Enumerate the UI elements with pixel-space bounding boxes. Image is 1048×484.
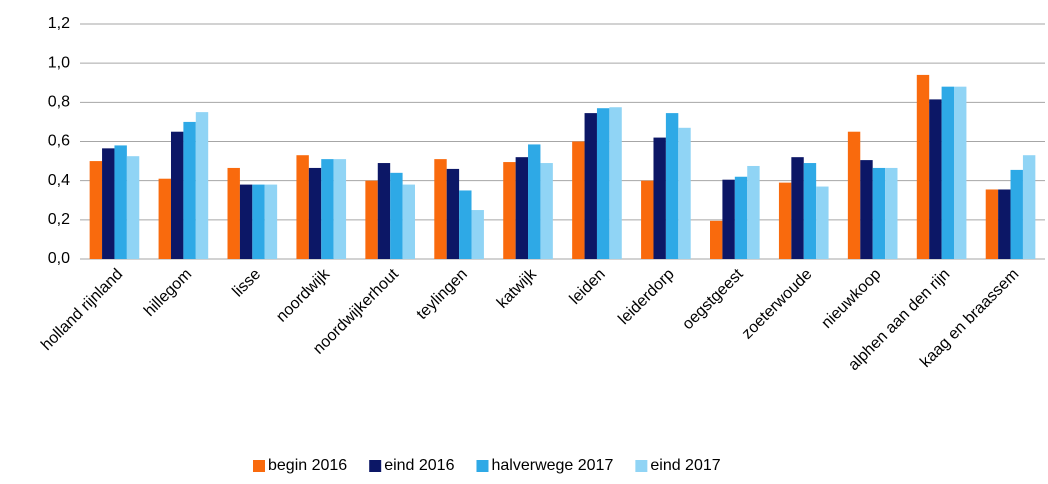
bar xyxy=(734,176,748,259)
bar xyxy=(321,159,334,259)
y-tick-label: 0,2 xyxy=(48,211,70,228)
legend-label: begin 2016 xyxy=(268,457,347,474)
bar xyxy=(665,113,679,260)
bar xyxy=(847,131,861,259)
bar xyxy=(1010,169,1023,259)
bar xyxy=(985,189,999,259)
y-tick-label: 0,0 xyxy=(48,250,70,267)
bar xyxy=(264,184,278,259)
bar xyxy=(572,141,585,259)
bar xyxy=(929,99,942,259)
bar xyxy=(390,172,403,259)
bar xyxy=(916,74,930,260)
x-tick-label: holland rijnland xyxy=(38,266,126,354)
x-tick-label: leiderdorp xyxy=(615,266,677,328)
bar xyxy=(434,159,447,259)
x-tick-label: lisse xyxy=(229,266,264,301)
x-tick-label: nieuwkoop xyxy=(818,266,884,332)
bar xyxy=(195,112,209,259)
bar xyxy=(515,157,529,259)
bar xyxy=(609,107,622,260)
bar xyxy=(402,184,415,259)
x-tick-label: hillegom xyxy=(141,266,195,320)
bar xyxy=(791,157,804,259)
y-tick-label: 0,4 xyxy=(48,172,70,189)
bar xyxy=(1022,155,1036,259)
bar xyxy=(941,86,955,260)
bar xyxy=(503,162,516,259)
bar xyxy=(227,167,240,259)
y-tick-label: 0,6 xyxy=(48,133,70,150)
bar xyxy=(954,86,967,260)
bar xyxy=(722,179,735,259)
legend-label: eind 2017 xyxy=(650,457,720,474)
bar xyxy=(778,182,792,259)
bar xyxy=(252,184,265,259)
legend-swatch xyxy=(635,460,648,472)
y-tick-label: 1,2 xyxy=(48,15,70,32)
bar xyxy=(678,127,691,260)
x-tick-label: katwijk xyxy=(494,265,541,312)
bar xyxy=(816,186,829,259)
bar xyxy=(747,165,760,259)
bar xyxy=(998,189,1011,259)
bar xyxy=(885,167,898,259)
bar xyxy=(333,159,347,259)
bar xyxy=(459,190,472,259)
bar xyxy=(296,155,309,259)
bar xyxy=(596,108,610,259)
bar xyxy=(471,210,484,259)
x-tick-label: oegstgeest xyxy=(679,265,747,333)
y-tick-label: 0,8 xyxy=(48,94,70,111)
bar xyxy=(114,145,127,259)
bar xyxy=(446,168,460,259)
bar xyxy=(641,180,654,259)
legend-swatch xyxy=(253,460,265,472)
bar xyxy=(377,163,391,259)
bar xyxy=(803,163,817,259)
bar xyxy=(653,137,666,259)
bar xyxy=(872,167,886,259)
bar xyxy=(126,156,140,259)
bar xyxy=(365,180,378,259)
bar xyxy=(860,160,873,259)
bar xyxy=(183,121,196,260)
bar xyxy=(102,148,115,259)
bar xyxy=(239,184,253,259)
legend-swatch xyxy=(476,460,489,472)
y-tick-label: 1,0 xyxy=(48,54,70,71)
x-tick-label: leiden xyxy=(567,266,609,308)
legend-swatch xyxy=(369,460,382,472)
bar xyxy=(710,220,723,259)
x-tick-label: noordwijk xyxy=(273,265,334,326)
legend-label: eind 2016 xyxy=(384,457,454,474)
bar xyxy=(528,144,541,259)
bar xyxy=(89,161,103,259)
bar xyxy=(170,131,184,259)
x-tick-label: zoeterwoude xyxy=(739,266,816,343)
bar xyxy=(158,178,171,259)
bar xyxy=(540,163,553,259)
bar xyxy=(308,167,322,259)
x-tick-label: teylingen xyxy=(414,266,471,323)
bar xyxy=(584,113,597,260)
legend-label: halverwege 2017 xyxy=(491,457,613,474)
